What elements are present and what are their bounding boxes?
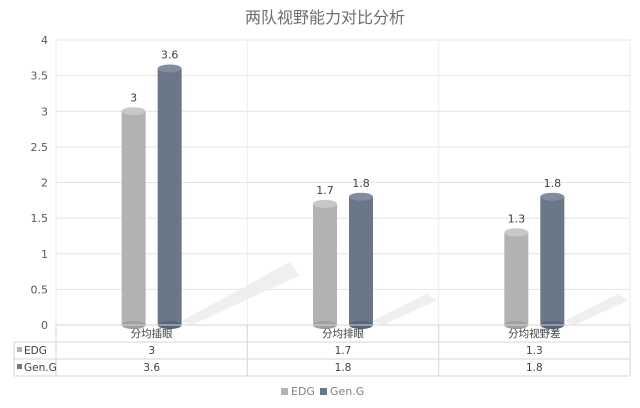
gridlines [55, 39, 631, 326]
bar-top [157, 64, 182, 73]
table-cell: 3.6 [143, 362, 160, 374]
bar-top [540, 192, 565, 201]
y-tick-label: 2.5 [31, 141, 49, 154]
bar-top [349, 192, 373, 201]
legend-label: Gen.G [330, 385, 364, 398]
data-labels: 3 3.6 1.7 1.8 1.3 1.8 [130, 49, 561, 226]
bar-shadow [564, 293, 629, 325]
y-tick-label: 2 [41, 177, 48, 190]
bar-shadow [181, 262, 300, 325]
bar-gen-g [157, 68, 182, 325]
table-series-key [17, 347, 22, 352]
y-tick-label: 1 [41, 248, 48, 261]
category-label: 分均排眼 [322, 327, 364, 340]
data-label: 1.8 [352, 177, 370, 190]
y-axis: 0 0.5 1 1.5 2 2.5 3 3.5 4 [31, 34, 49, 332]
bar-top [313, 199, 337, 208]
bars [121, 64, 565, 329]
legend: EDG Gen.G [281, 385, 364, 398]
category-label: 分均视野差 [508, 327, 561, 340]
data-label: 1.3 [508, 212, 526, 225]
table-series-name: EDG [24, 345, 47, 357]
y-tick-label: 0 [41, 319, 48, 332]
data-label: 3 [130, 91, 137, 104]
bar-gen-g [540, 196, 565, 325]
y-tick-label: 4 [41, 34, 48, 47]
chart-title: 两队视野能力对比分析 [245, 8, 405, 27]
table-cell: 1.8 [335, 362, 352, 374]
data-label: 3.6 [161, 49, 179, 62]
y-tick-label: 1.5 [31, 212, 49, 225]
y-tick-label: 3.5 [31, 70, 49, 83]
table-cell: 1.8 [526, 362, 543, 374]
bar-edg [504, 232, 529, 325]
table-series-name: Gen.G [24, 362, 57, 374]
bar-edg [313, 203, 337, 325]
data-table: 分均插眼 分均排眼 分均视野差 EDG 3 1.7 1.3 Gen.G 3.6 1.8 1.8 [13, 324, 631, 377]
category-label: 分均插眼 [131, 327, 173, 340]
table-cell: 1.7 [335, 345, 352, 357]
y-tick-label: 3 [41, 105, 48, 118]
data-label: 1.7 [316, 184, 334, 197]
bar-gen-g [349, 196, 373, 325]
legend-swatch [320, 388, 327, 395]
table-cell: 1.3 [526, 345, 543, 357]
bar-top [121, 107, 146, 116]
table-cell: 3 [148, 345, 155, 357]
bar-shadow [373, 293, 437, 325]
table-series-key [17, 364, 22, 369]
data-label: 1.8 [544, 177, 562, 190]
legend-label: EDG [291, 385, 315, 398]
y-tick-label: 0.5 [31, 283, 49, 296]
bar-top [504, 228, 529, 237]
bar-edg [121, 111, 146, 325]
legend-swatch [281, 388, 288, 395]
bar-shadows [181, 262, 629, 325]
